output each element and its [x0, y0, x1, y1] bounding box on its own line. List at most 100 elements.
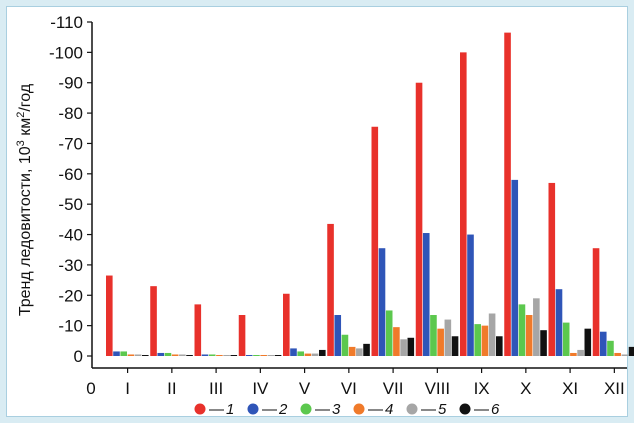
bar — [245, 355, 253, 356]
x-tick-label: V — [299, 379, 311, 398]
bar — [614, 352, 621, 356]
legend-dash: — — [209, 401, 224, 418]
bar — [363, 343, 370, 356]
bar — [511, 179, 519, 356]
bar — [142, 355, 149, 356]
y-tick-label: -70 — [58, 134, 83, 153]
ylabel-sup-1: 3 — [15, 140, 27, 146]
bar — [621, 354, 629, 356]
legend-marker — [353, 403, 365, 415]
bar — [201, 354, 209, 356]
x-tick-label: VI — [341, 379, 357, 398]
bar — [592, 248, 600, 356]
bar — [194, 304, 202, 356]
bar — [488, 313, 496, 356]
bar — [393, 327, 400, 356]
bar — [297, 351, 304, 356]
bar — [127, 354, 135, 356]
legend-label: 1 — [226, 401, 234, 418]
y-tick-label: -100 — [49, 43, 83, 62]
y-tick-label: -40 — [58, 226, 83, 245]
legend-dash: — — [421, 401, 436, 418]
legend-label: 6 — [491, 401, 500, 418]
bar — [444, 319, 452, 356]
y-tick-label: -80 — [58, 104, 83, 123]
x-tick-label: XII — [604, 379, 625, 398]
legend-label: 5 — [438, 401, 447, 418]
bar — [304, 353, 312, 356]
bar — [179, 354, 186, 356]
bar — [356, 348, 363, 356]
bar — [548, 182, 556, 356]
legend-marker — [300, 403, 312, 415]
legend-label: 2 — [278, 401, 288, 418]
x-tick-label: XI — [562, 379, 578, 398]
bar — [474, 324, 481, 356]
y-tick-label: -10 — [58, 317, 83, 336]
bar — [311, 353, 319, 356]
bar — [525, 315, 533, 356]
x-origin-label: 0 — [86, 379, 95, 398]
bar — [274, 355, 282, 356]
bar — [371, 126, 379, 356]
y-tick-label: -50 — [58, 195, 83, 214]
bar — [186, 355, 193, 356]
bar — [164, 352, 172, 356]
bar — [334, 315, 342, 356]
bar — [481, 325, 489, 356]
legend-marker — [406, 403, 418, 415]
x-tick-label: III — [209, 379, 223, 398]
ylabel-part-3: /год — [17, 83, 34, 111]
bar — [378, 248, 386, 356]
x-tick-label: I — [125, 379, 130, 398]
bars — [106, 32, 634, 357]
bar — [540, 330, 547, 356]
legend-dash: — — [368, 401, 383, 418]
bar — [106, 275, 113, 356]
bar — [223, 355, 230, 356]
bar — [230, 355, 238, 356]
bar — [120, 351, 127, 356]
legend-marker — [247, 403, 259, 415]
bar — [208, 354, 216, 356]
bar — [422, 233, 430, 356]
bar — [150, 286, 157, 356]
bar — [267, 355, 275, 356]
bar — [533, 298, 540, 356]
ylabel-part-1: Тренд ледовитости, 10 — [17, 146, 34, 316]
bar — [134, 354, 142, 356]
bar — [451, 336, 459, 356]
bar — [290, 348, 297, 356]
legend-dash: — — [262, 401, 277, 418]
bar — [467, 234, 474, 356]
bar — [216, 355, 223, 356]
bar — [599, 331, 607, 356]
bar — [385, 310, 393, 356]
bar — [238, 315, 246, 356]
bar — [496, 336, 503, 356]
bar — [283, 293, 290, 356]
legend: —1—2—3—4—5—6 — [194, 401, 500, 418]
bar — [584, 328, 592, 356]
legend-marker — [459, 403, 471, 415]
x-tick-label: VII — [383, 379, 404, 398]
bar — [260, 355, 267, 356]
bar — [348, 346, 356, 356]
bar — [628, 346, 634, 356]
bar — [555, 289, 563, 356]
x-tick-label: X — [520, 379, 531, 398]
x-tick-label: IX — [474, 379, 490, 398]
bar — [400, 339, 407, 356]
bar — [577, 349, 584, 356]
bar — [570, 352, 577, 356]
bar — [319, 349, 326, 356]
bar — [341, 334, 349, 356]
bar — [607, 340, 614, 356]
bar — [415, 82, 423, 357]
y-tick-label: -30 — [58, 256, 83, 275]
bar — [518, 304, 526, 356]
ylabel-sup-2: 2 — [15, 112, 27, 118]
bar — [504, 32, 511, 357]
y-axis-label: Тренд ледовитости, 103 км2/год — [15, 83, 34, 316]
bar — [157, 352, 165, 356]
